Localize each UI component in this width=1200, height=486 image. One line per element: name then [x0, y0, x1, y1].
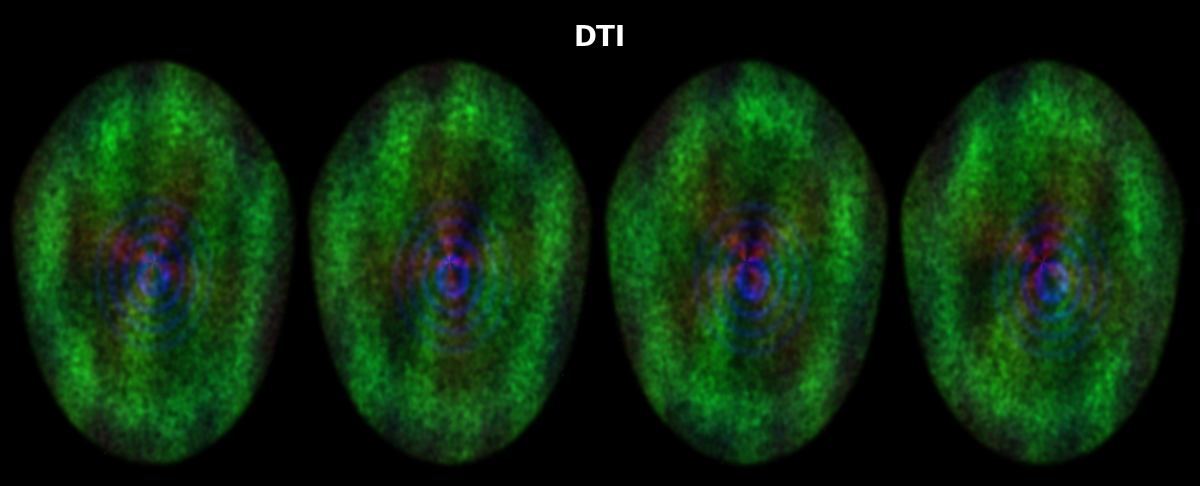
Text: DTI: DTI: [574, 24, 626, 52]
